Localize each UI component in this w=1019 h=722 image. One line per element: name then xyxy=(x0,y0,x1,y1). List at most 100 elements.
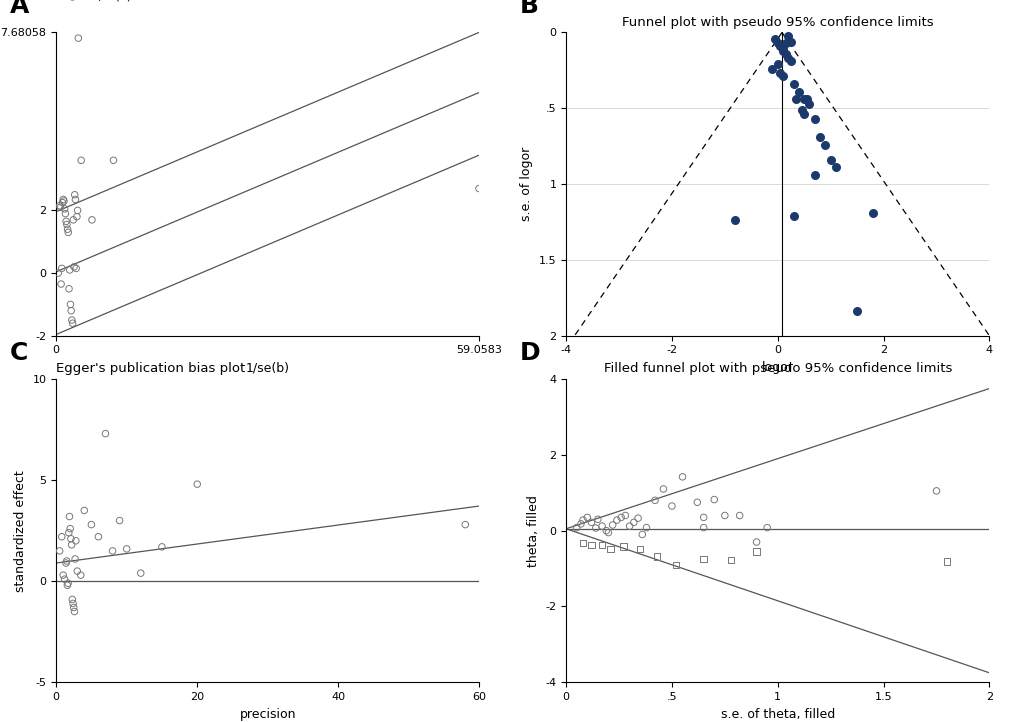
Point xyxy=(63,533,79,544)
Point xyxy=(76,505,93,516)
Point xyxy=(827,162,844,173)
Point xyxy=(56,203,72,214)
Point xyxy=(59,219,75,230)
Point xyxy=(579,512,595,523)
Point xyxy=(63,314,79,326)
Point xyxy=(132,567,149,579)
Point xyxy=(621,521,637,532)
Point xyxy=(625,516,641,528)
Point xyxy=(52,201,68,213)
Point xyxy=(771,40,788,52)
Text: D: D xyxy=(520,341,540,365)
Y-axis label: theta, filled: theta, filled xyxy=(526,495,539,567)
Point xyxy=(785,78,801,90)
X-axis label: logor: logor xyxy=(761,361,793,374)
Point xyxy=(795,93,811,105)
Point xyxy=(90,531,107,542)
Point xyxy=(575,537,591,549)
Point xyxy=(695,522,711,534)
Point xyxy=(774,71,791,82)
Point xyxy=(583,516,599,528)
Point xyxy=(64,593,81,605)
Point xyxy=(793,104,809,116)
Point xyxy=(573,518,589,530)
Point xyxy=(58,557,74,569)
Point xyxy=(780,30,796,41)
Point xyxy=(790,86,806,97)
Point xyxy=(674,471,690,482)
Point xyxy=(61,510,77,522)
Point xyxy=(73,155,90,166)
Point xyxy=(64,318,81,329)
Point xyxy=(69,565,86,577)
Point xyxy=(587,522,603,534)
Point xyxy=(52,200,68,212)
Point xyxy=(663,500,680,512)
Point xyxy=(471,183,487,194)
Point xyxy=(731,510,747,521)
Point xyxy=(748,536,764,548)
Point xyxy=(782,56,798,67)
Point xyxy=(705,494,721,505)
Point xyxy=(689,497,705,508)
Point xyxy=(748,546,764,557)
Text: C: C xyxy=(10,341,29,365)
Point xyxy=(667,559,684,570)
Text: Egger's publication bias plot: Egger's publication bias plot xyxy=(56,362,246,375)
Point xyxy=(72,570,89,581)
Point xyxy=(795,108,811,120)
Title: Funnel plot with pseudo 95% confidence limits: Funnel plot with pseudo 95% confidence l… xyxy=(622,16,932,29)
Point xyxy=(118,543,135,554)
Point xyxy=(70,32,87,44)
Point xyxy=(457,519,473,531)
Point xyxy=(65,598,82,609)
X-axis label: precision: precision xyxy=(239,708,296,721)
Point xyxy=(801,98,817,110)
Point xyxy=(54,197,70,209)
Point xyxy=(780,53,796,64)
X-axis label: 1/se(b): 1/se(b) xyxy=(246,361,289,374)
Point xyxy=(111,515,127,526)
Point xyxy=(154,541,170,552)
Point xyxy=(646,495,662,506)
Point xyxy=(84,214,100,225)
Point xyxy=(84,519,100,531)
Point xyxy=(806,113,822,125)
Point xyxy=(67,535,84,547)
Point xyxy=(54,263,70,274)
Point xyxy=(638,522,654,534)
Point xyxy=(608,514,625,526)
Legend: b/se(b), Fitted values: b/se(b), Fitted values xyxy=(56,0,260,6)
Point xyxy=(57,208,73,219)
Point xyxy=(769,58,786,70)
Point xyxy=(938,556,955,567)
Point xyxy=(612,512,629,523)
Point xyxy=(634,529,650,540)
Point xyxy=(616,510,633,521)
Point xyxy=(65,601,82,613)
Point xyxy=(55,193,71,205)
Point xyxy=(821,154,838,165)
Title: Filled funnel plot with pseudo 95% confidence limits: Filled funnel plot with pseudo 95% confi… xyxy=(603,362,951,375)
Point xyxy=(61,283,77,295)
Point xyxy=(597,525,613,536)
Point xyxy=(68,263,85,274)
Point xyxy=(60,227,76,238)
Point xyxy=(769,38,786,49)
Point xyxy=(60,578,76,589)
Point xyxy=(97,428,113,440)
Y-axis label: standardized effect: standardized effect xyxy=(14,470,26,591)
Text: A: A xyxy=(10,0,30,18)
Point xyxy=(61,264,77,276)
Point xyxy=(771,68,788,79)
Point xyxy=(602,543,619,554)
Point xyxy=(53,278,69,290)
Point xyxy=(695,512,711,523)
Point xyxy=(776,38,793,49)
Point xyxy=(63,539,79,551)
Point xyxy=(614,541,631,552)
Point xyxy=(811,131,827,143)
Point xyxy=(806,169,822,180)
Text: B: B xyxy=(520,0,539,18)
Point xyxy=(776,48,793,59)
